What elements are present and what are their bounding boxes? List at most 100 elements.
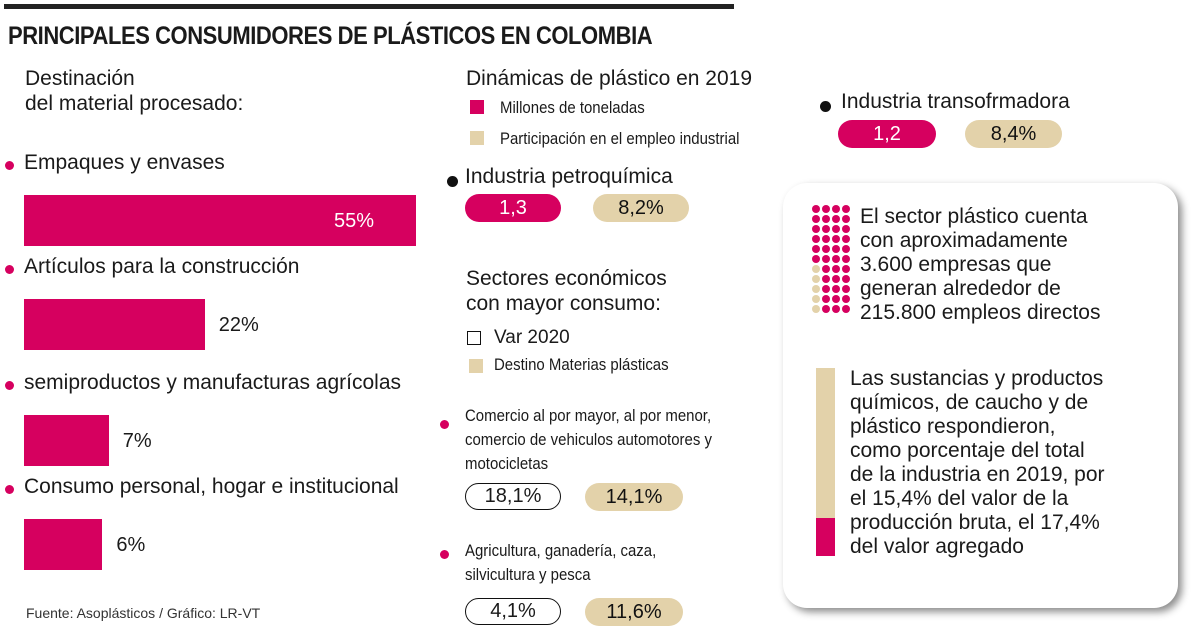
sector-1-var-pill: 18,1%: [465, 483, 561, 510]
dot: [822, 275, 830, 283]
dot: [842, 285, 850, 293]
share-bar-beige: [816, 368, 835, 518]
dot: [842, 245, 850, 253]
sector-2-var-pill: 4,1%: [465, 598, 561, 625]
bar-value-label: 7%: [122, 430, 152, 452]
sectors-title-line: con mayor consumo:: [466, 292, 661, 315]
dot: [812, 265, 820, 273]
dot: [812, 235, 820, 243]
source-note: Fuente: Asoplásticos / Gráfico: LR-VT: [26, 605, 261, 621]
dot: [812, 225, 820, 233]
bullet-icon: [820, 99, 831, 117]
dot: [822, 265, 830, 273]
dot-matrix-icon: [812, 205, 850, 313]
legend-tons: [470, 100, 484, 119]
bullet-icon: [440, 546, 449, 564]
dot: [812, 285, 820, 293]
chart-title: Destinación del material procesado:: [25, 66, 243, 116]
sector-1-dest-pill: 14,1%: [585, 483, 683, 511]
dot: [842, 305, 850, 313]
bullet-icon: [5, 157, 14, 175]
dot: [822, 205, 830, 213]
text-line: 3.600 empresas que: [860, 253, 1052, 276]
sector-1-label: Comercio al por mayor, al por menor, com…: [465, 404, 712, 476]
dot: [832, 215, 840, 223]
top-rule: [4, 4, 734, 9]
bullet-icon: [447, 174, 458, 192]
dot: [822, 255, 830, 263]
production-text: Las sustancias y productos químicos, de c…: [850, 367, 1105, 559]
text-line: Las sustancias y productos: [850, 367, 1104, 390]
bar-category-label: Empaques y envases: [24, 151, 225, 174]
dot: [812, 305, 820, 313]
legend-dest: [469, 359, 483, 378]
bar-value-label: 6%: [116, 534, 146, 556]
dot: [842, 235, 850, 243]
legend-share: [470, 131, 484, 150]
legend-swatch-magenta: [470, 100, 484, 114]
bar: [24, 415, 109, 466]
bar-category-label: Artículos para la construcción: [24, 255, 300, 278]
chart-title-line: Destinación: [25, 67, 135, 90]
dot: [842, 205, 850, 213]
dot: [812, 245, 820, 253]
text-line: del valor agregado: [850, 535, 1024, 558]
dot: [822, 245, 830, 253]
dot: [812, 215, 820, 223]
dot: [842, 275, 850, 283]
legend-var: [467, 331, 481, 350]
sector-line: silvicultura y pesca: [465, 565, 591, 584]
dot: [812, 295, 820, 303]
text-line: químicos, de caucho y de: [850, 391, 1089, 414]
dot: [832, 225, 840, 233]
sectors-title: Sectores económicos con mayor consumo:: [466, 266, 667, 316]
legend-tons-label: Millones de toneladas: [500, 98, 645, 117]
dot: [842, 255, 850, 263]
sector-line: motocicletas: [465, 454, 549, 473]
sector-2-label: Agricultura, ganadería, caza, silvicultu…: [465, 539, 656, 587]
sector-line: Comercio al por mayor, al por menor,: [465, 406, 712, 425]
bar-value-label: 55%: [334, 210, 375, 232]
legend-var-label: Var 2020: [494, 327, 570, 348]
bar-value-label: 22%: [218, 314, 259, 336]
dot: [822, 225, 830, 233]
sector-line: comercio de vehiculos automotores y: [465, 430, 712, 449]
dot: [822, 235, 830, 243]
dot: [842, 215, 850, 223]
dot: [812, 275, 820, 283]
trans-share-pill: 8,4%: [965, 120, 1062, 148]
petro-share-pill: 8,2%: [593, 194, 689, 222]
bar-category-label: Consumo personal, hogar e institucional: [24, 475, 399, 498]
chart-title-line: del material procesado:: [25, 92, 244, 115]
bullet-icon: [440, 416, 449, 434]
dot: [832, 245, 840, 253]
sector-2-dest-pill: 11,6%: [585, 598, 683, 626]
bar: [24, 299, 205, 350]
legend-swatch-beige: [470, 131, 484, 145]
dot: [832, 305, 840, 313]
text-line: generan alrededor de: [860, 277, 1061, 300]
text-line: producción bruta, el 17,4%: [850, 511, 1100, 534]
page-title: PRINCIPALES CONSUMIDORES DE PLÁSTICOS EN…: [8, 22, 653, 50]
text-line: de la industria en 2019, por: [850, 463, 1105, 486]
bar: [24, 519, 103, 570]
dot: [832, 285, 840, 293]
text-line: como porcentaje del total: [850, 439, 1085, 462]
info-card: [783, 183, 1178, 608]
petro-tons-pill: 1,3: [465, 194, 561, 222]
dot: [832, 205, 840, 213]
dot: [812, 255, 820, 263]
trans-tons-pill: 1,2: [838, 120, 936, 148]
text-line: El sector plástico cuenta: [860, 205, 1088, 228]
text-line: plástico respondieron,: [850, 415, 1056, 438]
text-line: 215.800 empleos directos: [860, 301, 1101, 324]
dot: [832, 235, 840, 243]
bullet-icon: [5, 481, 14, 499]
bar: [24, 195, 416, 246]
trans-label: Industria transofrmadora: [841, 90, 1070, 113]
dot: [832, 275, 840, 283]
companies-text: El sector plástico cuenta con aproximadam…: [860, 205, 1101, 325]
dot: [842, 225, 850, 233]
dynamics-title: Dinámicas de plástico en 2019: [466, 67, 753, 90]
text-line: el 15,4% del valor de la: [850, 487, 1069, 510]
